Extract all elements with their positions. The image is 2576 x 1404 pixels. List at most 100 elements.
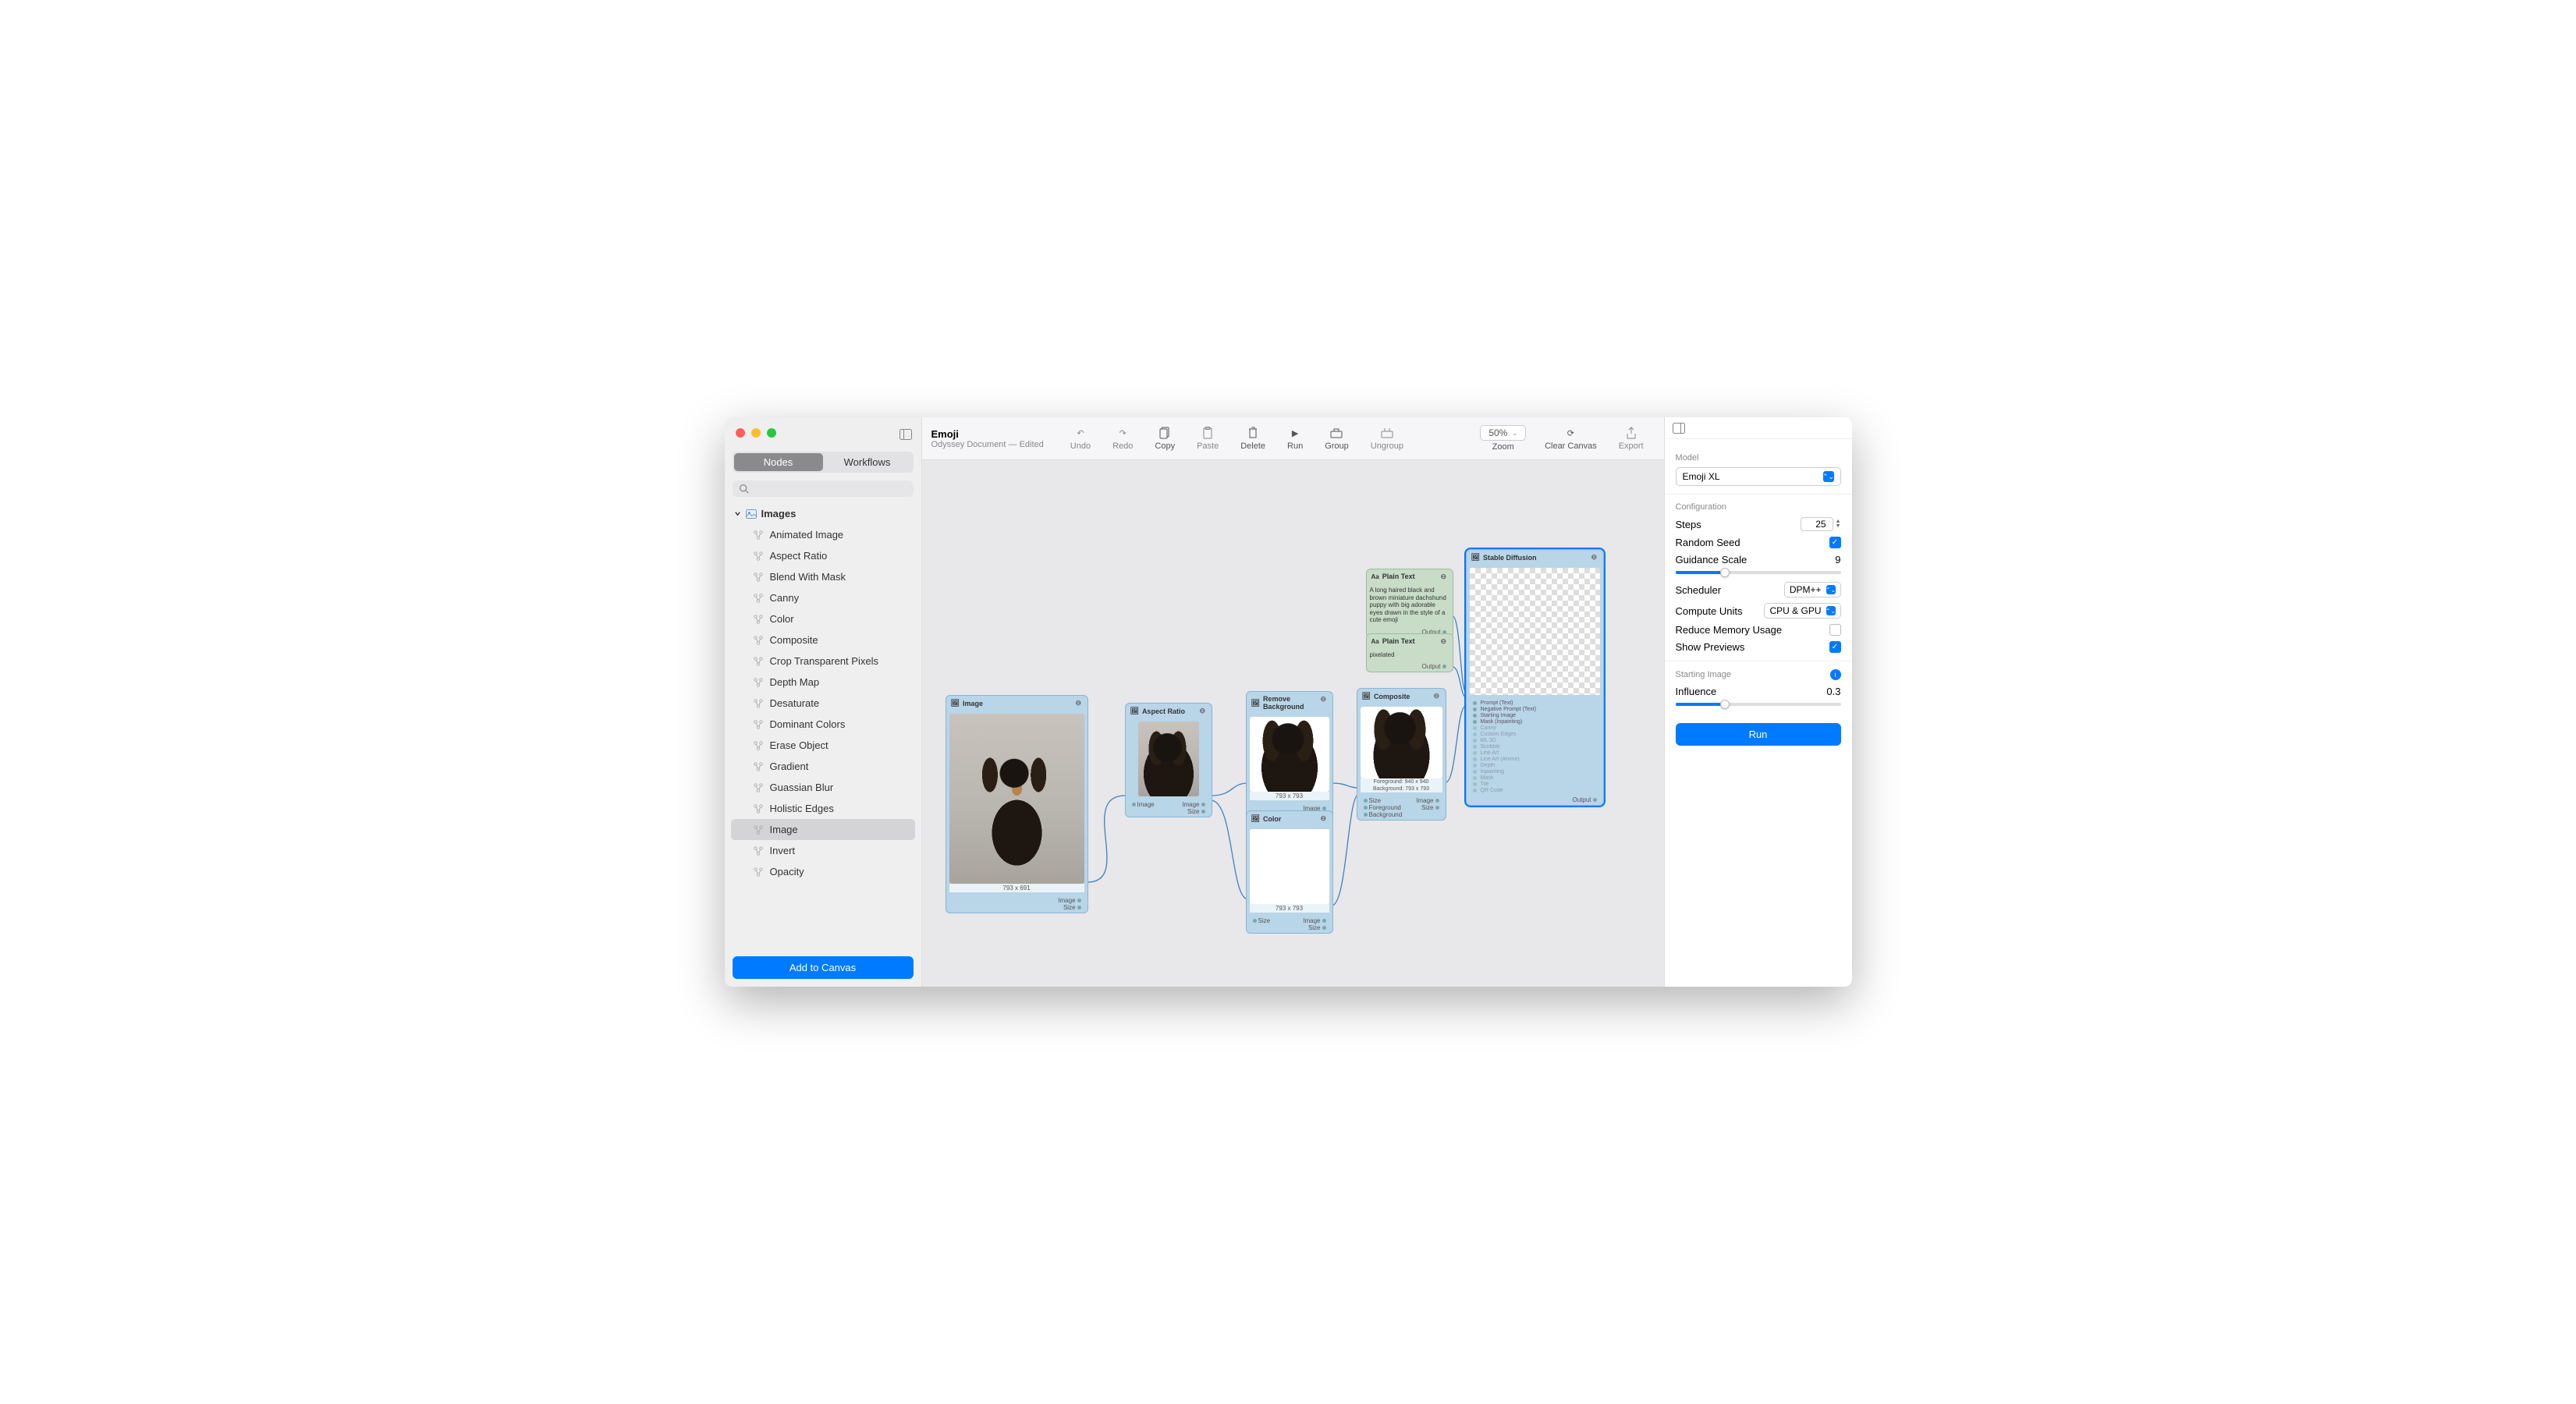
export-button[interactable]: Export — [1608, 426, 1655, 451]
zoom-control[interactable]: 50%⌄ Zoom — [1472, 425, 1534, 452]
tree-item-holistic-edges[interactable]: Holistic Edges — [731, 798, 915, 819]
close-icon[interactable]: ⊖ — [1441, 573, 1449, 580]
inspector: Model Emoji XL⌃⌄ Configuration Steps25▲▼… — [1664, 417, 1852, 987]
influence-slider[interactable] — [1676, 703, 1841, 706]
scheduler-select[interactable]: DPM++⌃⌄ — [1784, 582, 1841, 597]
sd-port-in: Tile — [1471, 781, 1598, 787]
node-type-icon — [753, 803, 764, 814]
paste-label: Paste — [1197, 441, 1219, 451]
info-icon[interactable]: i — [1830, 669, 1841, 680]
node-plaintext-1[interactable]: AaPlain Text⊖ A long haired black and br… — [1366, 569, 1453, 638]
tree-item-dominant-colors[interactable]: Dominant Colors — [731, 714, 915, 735]
sd-port-in: Prompt (Text) — [1471, 700, 1598, 706]
node-image[interactable]: 🖼Image⊖ 793 x 691 ImageSize — [946, 695, 1088, 913]
port-label: Background — [1369, 811, 1403, 818]
close-icon[interactable]: ⊖ — [1076, 699, 1084, 707]
node-type-icon — [753, 677, 764, 688]
sd-port-in: QR Code — [1471, 787, 1598, 793]
tree-item-opacity[interactable]: Opacity — [731, 861, 915, 882]
tree-item-crop-transparent-pixels[interactable]: Crop Transparent Pixels — [731, 651, 915, 672]
port-label: Size — [1308, 924, 1321, 931]
export-label: Export — [1619, 441, 1644, 451]
steps-stepper[interactable]: 25▲▼ — [1801, 517, 1841, 531]
tree-item-image[interactable]: Image — [731, 819, 915, 840]
tab-nodes[interactable]: Nodes — [734, 453, 823, 471]
tree-item-composite[interactable]: Composite — [731, 629, 915, 651]
clear-canvas-button[interactable]: ⟳Clear Canvas — [1534, 426, 1608, 451]
node-type-icon — [753, 740, 764, 751]
port-label: Size — [1258, 917, 1271, 924]
tree-item-label: Invert — [770, 845, 796, 856]
tree-item-guassian-blur[interactable]: Guassian Blur — [731, 777, 915, 798]
node-color[interactable]: 🖼Color⊖ 793 x 793 SizeImageSize — [1246, 810, 1333, 934]
node-composite[interactable]: 🖼Composite⊖ Foreground: 940 x 940Backgro… — [1357, 688, 1446, 821]
tree-group-label: Images — [761, 508, 797, 519]
paste-button[interactable]: Paste — [1186, 426, 1229, 451]
tab-workflows[interactable]: Workflows — [823, 453, 912, 471]
node-type-icon — [753, 698, 764, 709]
node-aspect-title: Aspect Ratio — [1142, 707, 1185, 715]
node-type-icon — [753, 530, 764, 541]
close-icon[interactable]: ⊖ — [1434, 692, 1442, 700]
tree-item-invert[interactable]: Invert — [731, 840, 915, 861]
close-icon[interactable]: ⊖ — [1441, 637, 1449, 645]
tree-item-canny[interactable]: Canny — [731, 587, 915, 608]
tree-item-desaturate[interactable]: Desaturate — [731, 693, 915, 714]
copy-button[interactable]: Copy — [1144, 426, 1186, 451]
chevron-down-icon: ⌃⌄ — [1823, 471, 1834, 482]
node-color-title: Color — [1263, 815, 1282, 823]
model-value: Emoji XL — [1683, 471, 1720, 482]
run-button[interactable]: ▶Run — [1276, 426, 1314, 451]
tree-group-images[interactable]: Images — [731, 503, 915, 524]
tree-item-gradient[interactable]: Gradient — [731, 756, 915, 777]
inspector-toggle-icon[interactable] — [1673, 423, 1685, 434]
canvas[interactable]: 🖼Image⊖ 793 x 691 ImageSize 🖼Aspect Rati… — [922, 460, 1664, 987]
node-plaintext-2[interactable]: AaPlain Text⊖ pixelated Output — [1366, 633, 1453, 672]
close-icon[interactable]: ⊖ — [1321, 695, 1329, 703]
redo-button[interactable]: ↷Redo — [1102, 426, 1144, 451]
show-previews-checkbox[interactable]: ✓ — [1829, 641, 1841, 653]
close-icon[interactable]: ⊖ — [1591, 553, 1599, 561]
reduce-mem-checkbox[interactable] — [1829, 624, 1841, 636]
inspector-run-button[interactable]: Run — [1676, 723, 1841, 746]
random-seed-checkbox[interactable]: ✓ — [1829, 537, 1841, 548]
compute-select[interactable]: CPU & GPU⌃⌄ — [1764, 603, 1840, 619]
node-type-icon — [753, 572, 764, 583]
node-aspect-ratio[interactable]: 🖼Aspect Ratio⊖ ImageImageSize — [1125, 703, 1212, 817]
tree-item-color[interactable]: Color — [731, 608, 915, 629]
guidance-label: Guidance Scale — [1676, 554, 1747, 566]
close-icon[interactable]: ⊖ — [1200, 707, 1208, 714]
undo-button[interactable]: ↶Undo — [1059, 426, 1102, 451]
reduce-mem-label: Reduce Memory Usage — [1676, 624, 1783, 636]
sidebar-tabs: Nodes Workflows — [733, 452, 914, 473]
search-input[interactable] — [733, 480, 914, 497]
tree-item-erase-object[interactable]: Erase Object — [731, 735, 915, 756]
sd-port-in: ML 3D — [1471, 737, 1598, 743]
compute-label: Compute Units — [1676, 605, 1743, 617]
node-stable-diffusion[interactable]: 🖼Stable Diffusion⊖ Prompt (Text)Negative… — [1466, 549, 1604, 806]
close-window-button[interactable] — [736, 428, 745, 438]
group-button[interactable]: Group — [1314, 426, 1360, 451]
guidance-slider[interactable] — [1676, 571, 1841, 574]
close-icon[interactable]: ⊖ — [1321, 814, 1329, 822]
tree-item-animated-image[interactable]: Animated Image — [731, 524, 915, 545]
port-label: Size — [1369, 797, 1382, 804]
add-to-canvas-button[interactable]: Add to Canvas — [733, 956, 914, 979]
tree-item-label: Gradient — [770, 760, 809, 772]
main-area: Emoji Odyssey Document — Edited ↶Undo ↷R… — [922, 417, 1664, 987]
minimize-window-button[interactable] — [751, 428, 761, 438]
sidebar-toggle-icon[interactable] — [899, 429, 912, 444]
clear-label: Clear Canvas — [1545, 441, 1597, 451]
ungroup-button[interactable]: Ungroup — [1360, 426, 1414, 451]
maximize-window-button[interactable] — [767, 428, 776, 438]
tree-item-aspect-ratio[interactable]: Aspect Ratio — [731, 545, 915, 566]
tree-item-blend-with-mask[interactable]: Blend With Mask — [731, 566, 915, 587]
zoom-label: Zoom — [1492, 442, 1514, 452]
delete-button[interactable]: Delete — [1229, 426, 1276, 451]
group-label: Group — [1325, 441, 1349, 451]
node-remove-background[interactable]: 🖼Remove Background⊖ 793 x 793 ImageMask — [1246, 691, 1333, 821]
port-label: Output — [1421, 663, 1440, 670]
search-icon — [739, 484, 749, 494]
model-select[interactable]: Emoji XL ⌃⌄ — [1676, 467, 1841, 486]
tree-item-depth-map[interactable]: Depth Map — [731, 672, 915, 693]
